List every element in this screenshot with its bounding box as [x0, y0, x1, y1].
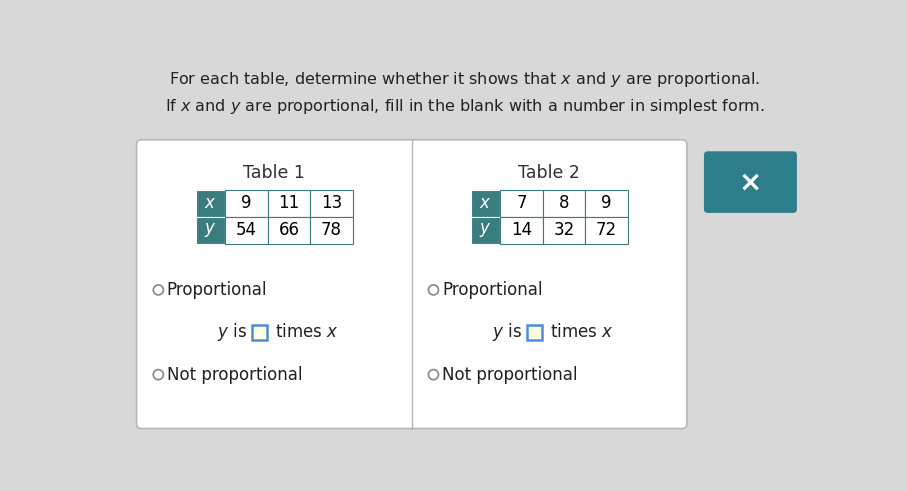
- Bar: [585, 217, 628, 244]
- Bar: [310, 217, 353, 244]
- Text: $y$: $y$: [204, 221, 217, 239]
- Text: 14: 14: [511, 221, 532, 239]
- Text: If $x$ and $y$ are proportional, fill in the blank with a number in simplest for: If $x$ and $y$ are proportional, fill in…: [164, 97, 765, 116]
- Text: Proportional: Proportional: [167, 281, 268, 299]
- Text: For each table, determine whether it shows that $x$ and $y$ are proportional.: For each table, determine whether it sho…: [169, 71, 760, 89]
- Text: $x$: $x$: [479, 194, 492, 212]
- Text: 32: 32: [553, 221, 575, 239]
- Bar: [310, 190, 353, 217]
- Text: Table 2: Table 2: [519, 164, 580, 182]
- Text: $y$ is: $y$ is: [493, 321, 522, 343]
- Bar: [471, 217, 500, 244]
- Bar: [268, 190, 310, 217]
- Text: 8: 8: [559, 194, 570, 212]
- Text: 7: 7: [516, 194, 527, 212]
- Text: times $x$: times $x$: [550, 323, 613, 341]
- Bar: [196, 190, 225, 217]
- Bar: [527, 325, 542, 340]
- Text: Not proportional: Not proportional: [167, 366, 302, 383]
- Text: 13: 13: [321, 194, 342, 212]
- Bar: [500, 217, 542, 244]
- Bar: [542, 190, 585, 217]
- Text: 66: 66: [278, 221, 299, 239]
- Bar: [225, 217, 268, 244]
- Circle shape: [153, 285, 163, 295]
- Text: Not proportional: Not proportional: [442, 366, 578, 383]
- Text: Table 1: Table 1: [243, 164, 305, 182]
- Text: 9: 9: [601, 194, 612, 212]
- Bar: [585, 190, 628, 217]
- Text: $x$: $x$: [204, 194, 217, 212]
- Text: ×: ×: [739, 168, 762, 196]
- Circle shape: [428, 285, 438, 295]
- Circle shape: [428, 370, 438, 380]
- Bar: [500, 190, 542, 217]
- Text: $y$: $y$: [479, 221, 492, 239]
- Text: 72: 72: [596, 221, 618, 239]
- Bar: [196, 217, 225, 244]
- Text: $y$ is: $y$ is: [217, 321, 247, 343]
- Text: times $x$: times $x$: [275, 323, 338, 341]
- Text: Proportional: Proportional: [442, 281, 542, 299]
- Circle shape: [153, 370, 163, 380]
- FancyBboxPatch shape: [704, 151, 797, 213]
- Bar: [542, 217, 585, 244]
- Text: 78: 78: [321, 221, 342, 239]
- Bar: [268, 217, 310, 244]
- FancyBboxPatch shape: [137, 140, 687, 429]
- Text: 9: 9: [241, 194, 251, 212]
- Bar: [471, 190, 500, 217]
- Bar: [225, 190, 268, 217]
- Bar: [252, 325, 268, 340]
- Text: 11: 11: [278, 194, 299, 212]
- Text: 54: 54: [236, 221, 257, 239]
